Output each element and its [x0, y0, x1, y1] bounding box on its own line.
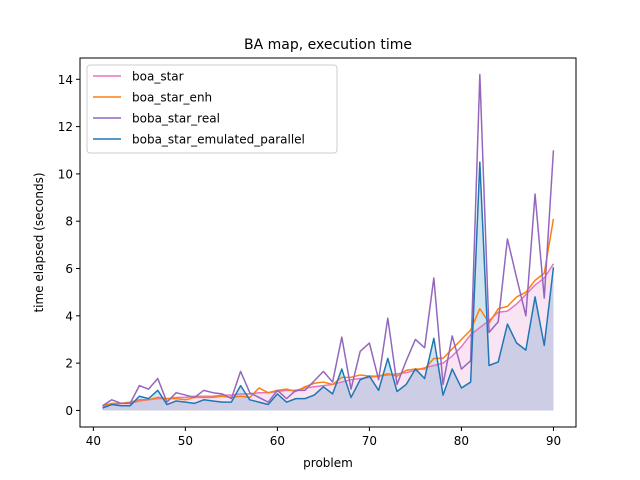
x-axis-ticks: 40 50 60 70 80 90	[86, 427, 561, 448]
legend-label-boba-star-real: boba_star_real	[132, 112, 220, 126]
y-tick-label: 4	[65, 309, 73, 323]
area-fill-boba-star-emulated-parallel	[102, 162, 554, 411]
y-axis-label: time elapsed (seconds)	[32, 172, 46, 312]
series-line-boba-star-emulated-parallel	[102, 161, 555, 409]
series-fills	[102, 162, 554, 411]
legend-label-boa-star: boa_star	[132, 70, 184, 84]
series-line-boba-star-real	[102, 73, 555, 407]
x-tick-label: 40	[86, 434, 101, 448]
legend-label-boa-star-enh: boa_star_enh	[132, 91, 212, 105]
legend-label-boba-star-emulated-parallel: boba_star_emulated_parallel	[132, 133, 305, 147]
legend: boa_star boa_star_enh boba_star_real boba_s…	[86, 64, 338, 154]
x-tick-label: 80	[454, 434, 469, 448]
y-tick-label: 6	[65, 262, 73, 276]
y-axis-ticks: 0 2 4 6 8 10 12 14	[58, 73, 80, 418]
series-line-boa-star	[102, 263, 555, 408]
x-tick-label: 50	[178, 434, 193, 448]
y-tick-label: 0	[65, 404, 73, 418]
y-tick-label: 2	[65, 357, 73, 371]
area-fill-boa-star	[102, 263, 554, 411]
x-tick-label: 70	[362, 434, 377, 448]
chart-title: BA map, execution time	[244, 37, 412, 53]
x-tick-label: 90	[546, 434, 561, 448]
x-axis-label: problem	[303, 456, 353, 470]
y-tick-label: 8	[65, 215, 73, 229]
series-lines	[102, 73, 555, 409]
y-tick-label: 12	[58, 120, 73, 134]
x-tick-label: 60	[270, 434, 285, 448]
axes-frame	[79, 57, 577, 428]
y-tick-label: 10	[58, 167, 73, 181]
legend-box	[86, 64, 338, 154]
y-tick-label: 14	[58, 73, 73, 87]
series-line-boa-star-enh	[102, 218, 555, 407]
